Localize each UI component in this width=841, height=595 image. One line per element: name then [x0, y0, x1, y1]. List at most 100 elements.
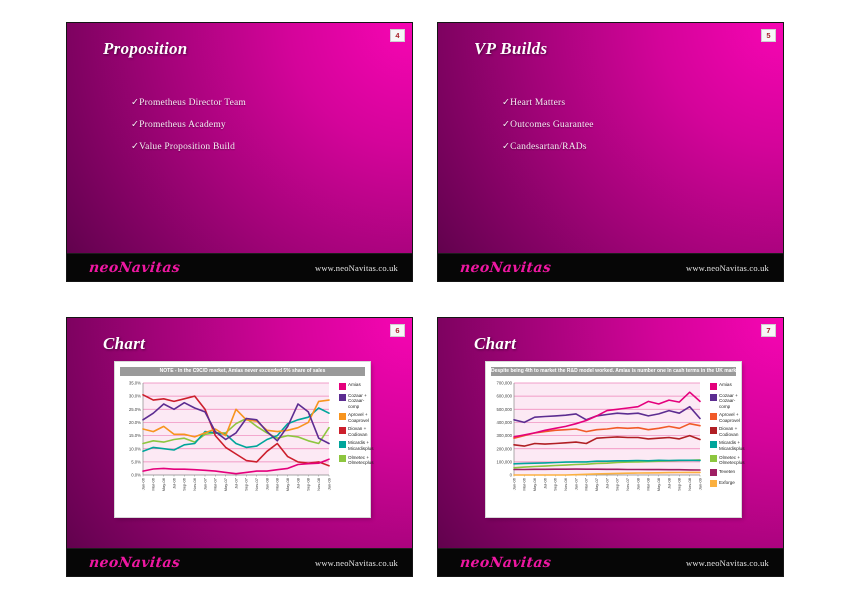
svg-text:May-06: May-06 — [532, 477, 537, 491]
svg-text:Nov-06: Nov-06 — [563, 477, 568, 491]
svg-text:400,000: 400,000 — [496, 420, 512, 425]
legend-label: Cozaar + Cozaar-comp — [719, 393, 738, 409]
svg-text:Jan-07: Jan-07 — [573, 477, 578, 490]
legend-item: Amias — [710, 382, 740, 390]
svg-text:Nov-07: Nov-07 — [254, 477, 259, 491]
svg-text:May-08: May-08 — [656, 477, 661, 491]
bullet-item: ✓Value Proposition Build — [131, 142, 236, 152]
slide-number-badge: 5 — [761, 29, 776, 42]
svg-text:May-06: May-06 — [161, 477, 166, 491]
slide-title: Chart — [474, 334, 517, 353]
legend-item: Olmetec + Olmetecplus — [710, 455, 745, 466]
bullet-item: ✓Candesartan/RADs — [502, 142, 587, 152]
slide-number-badge: 4 — [390, 29, 405, 42]
svg-text:20.0%: 20.0% — [129, 420, 141, 425]
svg-text:Jul-06: Jul-06 — [171, 477, 176, 489]
legend-swatch — [339, 382, 346, 390]
bullet-item: ✓Outcomes Guarantee — [502, 120, 594, 130]
slide-5-vp-builds[interactable]: 5 VP Builds ✓Heart Matters ✓Outcomes Guar… — [437, 22, 784, 282]
footer-url: www.neoNavitas.co.uk — [686, 262, 769, 273]
footer-url: www.neoNavitas.co.uk — [315, 557, 398, 568]
legend-swatch — [339, 426, 346, 434]
svg-text:Sep-06: Sep-06 — [182, 477, 187, 491]
legend-label: Micardis + Micardisplus — [719, 440, 745, 451]
svg-text:Jul-07: Jul-07 — [233, 477, 238, 489]
svg-text:Sep-07: Sep-07 — [615, 477, 620, 491]
bullet-item: ✓Prometheus Academy — [131, 120, 226, 130]
svg-text:25.0%: 25.0% — [129, 407, 141, 412]
legend-label: Olmetec + Olmetecplus — [719, 454, 745, 465]
svg-text:May-08: May-08 — [285, 477, 290, 491]
legend-swatch — [710, 382, 717, 390]
legend-label: Aprovel + Coaprovel — [348, 412, 369, 423]
legend-swatch — [710, 393, 717, 401]
slide-title: Proposition — [103, 39, 188, 58]
svg-text:500,000: 500,000 — [496, 407, 512, 412]
market-share-line-chart: 35.0%30.0%25.0%20.0%15.0%10.0%5.0%0.0%Ja… — [129, 381, 332, 492]
slide-title: VP Builds — [474, 39, 548, 58]
chart-note-bar: NOTE - In the C9C/D market, Amias never … — [120, 367, 365, 376]
svg-text:Jan-09: Jan-09 — [697, 477, 702, 490]
legend-label: Exforge — [719, 479, 735, 485]
slide-number-badge: 7 — [761, 324, 776, 337]
svg-text:Jan-07: Jan-07 — [202, 477, 207, 490]
svg-text:0.0%: 0.0% — [131, 473, 141, 478]
svg-text:15.0%: 15.0% — [129, 433, 141, 438]
svg-text:Jan-06: Jan-06 — [140, 477, 145, 490]
svg-text:Jul-08: Jul-08 — [666, 477, 671, 489]
slide-number-badge: 6 — [390, 324, 405, 337]
svg-text:Jul-07: Jul-07 — [604, 477, 609, 489]
bullet-item: ✓Prometheus Director Team — [131, 98, 247, 108]
slide-title: Chart — [103, 334, 146, 353]
slide-footer: neoNavitas www.neoNavitas.co.uk — [438, 548, 783, 576]
slide-7-chart[interactable]: 7 Chart Despite being 4th to market the … — [437, 317, 784, 577]
svg-text:Jul-06: Jul-06 — [542, 477, 547, 489]
svg-text:Mar-08: Mar-08 — [275, 477, 280, 490]
legend-item: Aprovel + Coaprovel — [710, 412, 740, 423]
svg-text:0: 0 — [510, 473, 513, 478]
neonavitas-logo: neoNavitas — [88, 259, 182, 276]
bullet-list: ✓Heart Matters ✓Outcomes Guarantee ✓Candes… — [502, 97, 763, 163]
svg-text:Jan-06: Jan-06 — [511, 477, 516, 490]
legend-swatch — [710, 426, 717, 434]
svg-text:300,000: 300,000 — [496, 433, 512, 438]
svg-text:May-07: May-07 — [594, 477, 599, 491]
svg-text:Sep-08: Sep-08 — [677, 477, 682, 491]
chart-legend: Amias Cozaar + Cozaar-comp Aprovel + Coapr… — [339, 382, 374, 469]
svg-text:Mar-07: Mar-07 — [213, 477, 218, 490]
slide-6-chart[interactable]: 6 Chart NOTE - In the C9C/D market, Amia… — [66, 317, 413, 577]
chart-legend: Amias Cozaar + Cozaar-comp Aprovel + Coapr… — [710, 382, 745, 491]
svg-text:Jan-09: Jan-09 — [326, 477, 331, 490]
svg-text:100,000: 100,000 — [496, 459, 512, 464]
svg-text:Jan-08: Jan-08 — [635, 477, 640, 490]
svg-text:Nov-07: Nov-07 — [625, 477, 630, 491]
cash-sales-chart-panel: Despite being 4th to market the R&D mode… — [486, 362, 745, 517]
svg-text:Mar-06: Mar-06 — [151, 477, 156, 490]
legend-label: Diovan + Codiovan — [719, 426, 739, 437]
svg-text:Sep-06: Sep-06 — [553, 477, 558, 491]
svg-text:Nov-08: Nov-08 — [316, 477, 321, 491]
svg-text:Mar-08: Mar-08 — [646, 477, 651, 490]
svg-text:Nov-06: Nov-06 — [192, 477, 197, 491]
legend-label: Olmetec + Olmetecplus — [348, 454, 374, 465]
market-share-chart-panel: NOTE - In the C9C/D market, Amias never … — [115, 362, 374, 517]
bullet-list: ✓Prometheus Director Team ✓Prometheus Aca… — [131, 97, 392, 163]
svg-text:35.0%: 35.0% — [129, 381, 141, 386]
legend-label: Cozaar + Cozaar-comp — [348, 393, 367, 409]
legend-item: Teveten — [710, 469, 740, 477]
legend-item: Diovan + Codiovan — [339, 426, 369, 437]
legend-item: Cozaar + Cozaar-comp — [339, 393, 369, 409]
legend-item: Micardis + Micardisplus — [710, 440, 745, 451]
legend-item: Cozaar + Cozaar-comp — [710, 393, 740, 409]
svg-text:10.0%: 10.0% — [129, 446, 141, 451]
slide-4-proposition[interactable]: 4 Proposition ✓Prometheus Director Team ✓… — [66, 22, 413, 282]
slide-footer: neoNavitas www.neoNavitas.co.uk — [67, 548, 412, 576]
legend-label: Diovan + Codiovan — [348, 426, 368, 437]
svg-text:Sep-08: Sep-08 — [306, 477, 311, 491]
slide-footer: neoNavitas www.neoNavitas.co.uk — [438, 253, 783, 281]
svg-text:600,000: 600,000 — [496, 394, 512, 399]
legend-item: Aprovel + Coaprovel — [339, 412, 369, 423]
cash-sales-line-chart: 700,000 600,000 500,000 400,000 300,000 200,0… — [496, 381, 702, 492]
legend-item: Exforge — [710, 480, 740, 488]
legend-swatch — [710, 440, 717, 448]
